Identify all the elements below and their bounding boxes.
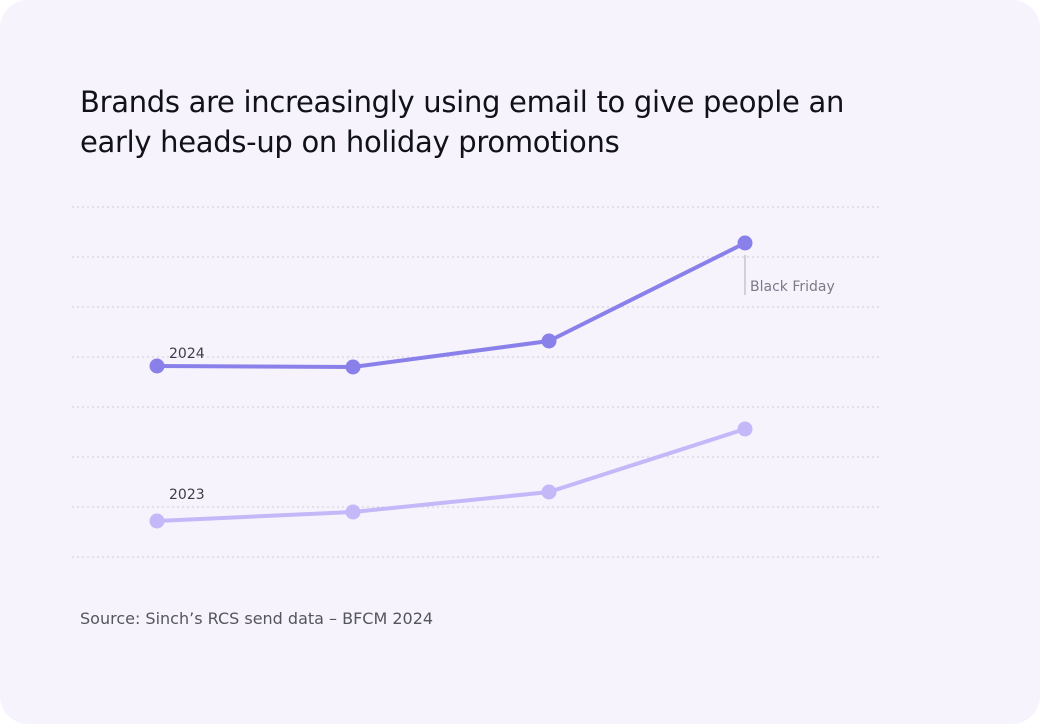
data-point-2023	[149, 513, 165, 529]
chart-title: Brands are increasingly using email to g…	[80, 85, 845, 159]
annotation-label: Black Friday	[750, 279, 835, 295]
data-point-2024	[345, 359, 361, 375]
series-label-2023: 2023	[169, 487, 205, 503]
data-point-2023	[737, 421, 753, 437]
data-point-2024	[737, 235, 753, 251]
series-line-2023	[156, 427, 746, 523]
data-point-2024	[149, 358, 165, 374]
series-label-2024: 2024	[169, 346, 205, 362]
series-line-2024	[156, 241, 746, 369]
data-point-2023	[345, 504, 361, 520]
source-note: Source: Sinch’s RCS send data – BFCM 202…	[80, 609, 434, 628]
data-point-2023	[541, 484, 557, 500]
data-point-2024	[541, 333, 557, 349]
